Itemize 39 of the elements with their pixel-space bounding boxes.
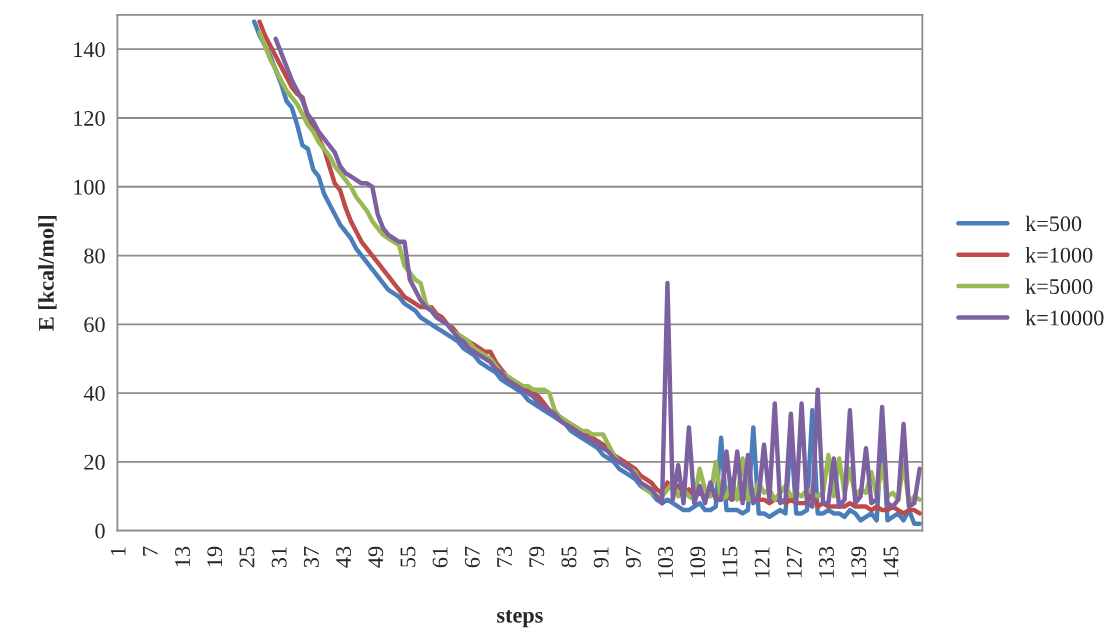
legend-label: k=5000	[1025, 278, 1093, 295]
x-tick-label: 25	[239, 546, 255, 568]
x-tick-label: 133	[819, 546, 834, 578]
x-tick-label: 103	[658, 546, 674, 578]
y-tick-label: 120	[74, 110, 105, 126]
x-tick-label: 127	[786, 546, 802, 578]
x-tick-label: 139	[851, 546, 867, 578]
x-tick-label: 61	[432, 547, 448, 568]
x-tick-label: 19	[207, 546, 223, 567]
y-tick-label: 140	[74, 42, 105, 58]
x-tick-label: 49	[368, 546, 384, 568]
x-tick-label: 37	[303, 546, 319, 568]
x-tick-label: 67	[464, 546, 480, 568]
x-tick-label: 115	[722, 546, 738, 577]
x-tick-label: 145	[883, 546, 899, 578]
x-tick-label: 121	[754, 547, 770, 578]
x-tick-label: 73	[497, 546, 513, 567]
x-tick-label: 85	[561, 546, 577, 568]
y-tick-label: 40	[83, 386, 105, 402]
y-tick-label: 100	[74, 179, 105, 195]
legend-label: k=500	[1025, 215, 1082, 232]
x-axis-title: steps	[497, 609, 543, 628]
y-axis-title: E [kcal/mol]	[38, 216, 57, 331]
x-tick-label: 55	[400, 546, 416, 567]
y-tick-label: 60	[84, 317, 105, 333]
legend-label: k=10000	[1025, 309, 1104, 326]
x-tick-label: 1	[110, 547, 126, 556]
x-tick-label: 7	[143, 546, 158, 556]
x-tick-label: 91	[593, 547, 609, 568]
x-tick-label: 97	[625, 546, 641, 568]
y-tick-label: 80	[84, 248, 105, 264]
x-tick-label: 31	[271, 547, 287, 568]
x-tick-label: 79	[529, 546, 545, 567]
x-tick-label: 43	[336, 546, 352, 568]
x-tick-label: 13	[175, 546, 191, 567]
legend-label: k=1000	[1025, 247, 1093, 263]
y-tick-label: 0	[95, 523, 105, 539]
y-tick-label: 20	[84, 454, 105, 470]
x-tick-label: 109	[690, 546, 706, 578]
